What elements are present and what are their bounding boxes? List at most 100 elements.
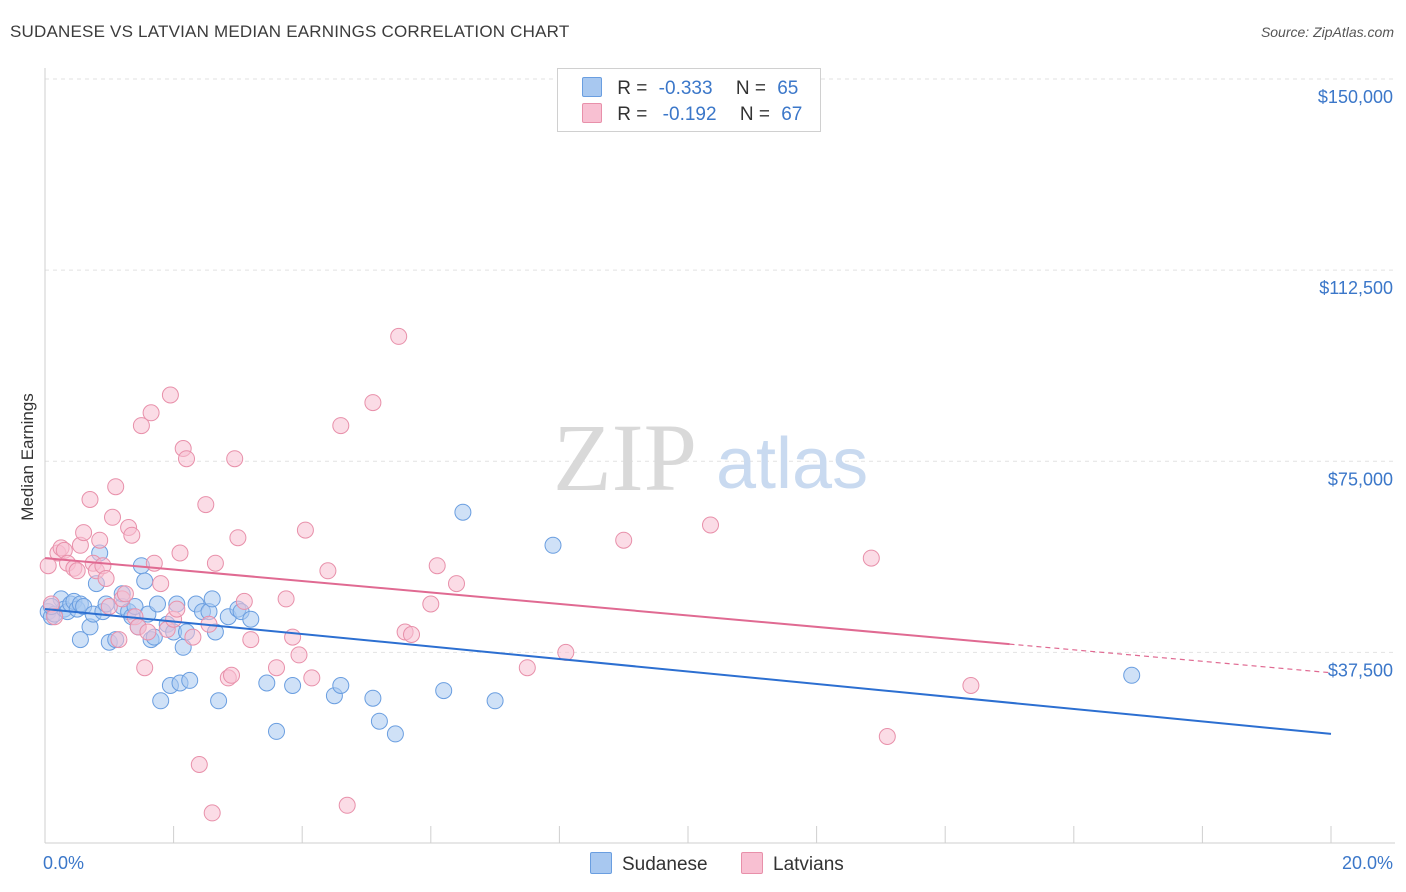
correlation-legend: R = -0.333 N = 65 R = -0.192 N = 67 xyxy=(557,68,821,132)
point-latvians xyxy=(284,628,302,646)
point-latvians xyxy=(862,549,880,567)
legend-n-value: 65 xyxy=(777,78,799,99)
chart-source: Source: ZipAtlas.com xyxy=(1260,24,1394,40)
series-label-sudanese: Sudanese xyxy=(622,854,708,875)
axis-labels: $37,500 $75,000 $112,500 $150,000 0.0% 20.0% xyxy=(43,87,1393,873)
point-latvians xyxy=(235,592,253,610)
point-latvians xyxy=(518,659,536,677)
point-latvians xyxy=(223,666,240,684)
watermark-zip: ZIP xyxy=(553,404,697,511)
point-sudanese xyxy=(210,692,228,710)
trend-line-latvians xyxy=(44,557,1010,646)
point-latvians xyxy=(557,643,575,661)
point-latvians xyxy=(75,524,93,542)
point-latvians xyxy=(68,562,86,580)
point-latvians xyxy=(132,417,150,435)
point-sudanese xyxy=(203,590,221,608)
point-latvians xyxy=(303,669,321,687)
point-latvians xyxy=(242,631,260,649)
point-latvians xyxy=(168,600,186,618)
y-tick-label: $112,500 xyxy=(1319,278,1393,298)
point-latvians xyxy=(203,804,221,822)
series-label-latvians: Latvians xyxy=(773,854,844,875)
point-sudanese xyxy=(435,682,453,700)
point-latvians xyxy=(615,531,633,549)
point-latvians xyxy=(190,756,208,773)
chart-title: SUDANESE VS LATVIAN MEDIAN EARNINGS CORR… xyxy=(10,22,570,41)
point-latvians xyxy=(91,531,109,549)
legend-r-label: R = xyxy=(617,104,648,125)
point-latvians xyxy=(110,631,128,649)
point-latvians xyxy=(197,496,215,514)
point-latvians xyxy=(403,626,420,643)
point-latvians xyxy=(81,491,99,508)
point-sudanese xyxy=(268,722,285,740)
series-legend-sudanese[interactable]: Sudanese xyxy=(590,852,708,876)
legend-n-label: N = xyxy=(739,104,770,125)
trend-lines xyxy=(44,557,1332,735)
trend-line-sudanese xyxy=(44,608,1332,735)
data-points xyxy=(39,327,1141,822)
legend-swatch-latvians xyxy=(582,103,602,123)
point-latvians xyxy=(878,728,896,745)
legend-n-value: 67 xyxy=(781,104,803,125)
point-sudanese xyxy=(1123,666,1141,684)
point-latvians xyxy=(206,554,224,572)
point-latvians xyxy=(268,659,285,677)
legend-n-label: N = xyxy=(735,78,766,99)
y-tick-label: $75,000 xyxy=(1328,469,1393,489)
point-sudanese xyxy=(486,692,504,710)
point-latvians xyxy=(171,544,189,562)
point-latvians xyxy=(116,585,134,603)
point-latvians xyxy=(364,394,382,412)
point-sudanese xyxy=(364,689,382,707)
point-sudanese xyxy=(149,595,166,613)
legend-row-sudanese: R = -0.333 N = 65 xyxy=(582,77,798,101)
point-sudanese xyxy=(71,631,89,649)
x-tick-label: 20.0% xyxy=(1342,853,1393,873)
point-latvians xyxy=(428,557,446,575)
axes xyxy=(44,68,1395,844)
point-latvians xyxy=(123,526,141,544)
y-axis-title: Median Earnings xyxy=(18,393,37,521)
point-sudanese xyxy=(284,677,302,694)
point-latvians xyxy=(142,404,160,422)
point-sudanese xyxy=(544,536,562,554)
series-swatch-sudanese xyxy=(590,852,612,874)
point-latvians xyxy=(107,478,125,496)
point-latvians xyxy=(46,608,64,626)
point-latvians xyxy=(702,516,719,534)
point-sudanese xyxy=(181,671,199,689)
point-sudanese xyxy=(242,610,260,628)
point-latvians xyxy=(104,508,121,526)
point-latvians xyxy=(139,623,157,641)
point-latvians xyxy=(332,417,350,435)
point-latvians xyxy=(390,327,408,345)
point-sudanese xyxy=(152,692,170,710)
grid-lines xyxy=(45,78,1395,653)
x-tick-label: 0.0% xyxy=(43,853,84,873)
point-sudanese xyxy=(136,572,154,590)
watermark-atlas: atlas xyxy=(716,424,868,504)
point-latvians xyxy=(319,562,337,580)
legend-r-value: -0.333 xyxy=(658,78,713,99)
point-sudanese xyxy=(386,725,404,743)
point-sudanese xyxy=(332,677,350,694)
point-latvians xyxy=(962,677,980,694)
watermark: ZIP atlas xyxy=(553,404,868,511)
point-latvians xyxy=(296,521,314,539)
point-latvians xyxy=(290,646,308,664)
point-latvians xyxy=(448,575,465,593)
point-latvians xyxy=(178,450,195,468)
series-legend-latvians[interactable]: Latvians xyxy=(741,852,844,876)
point-latvians xyxy=(338,796,356,814)
point-latvians xyxy=(97,570,115,587)
point-latvians xyxy=(136,659,154,677)
trend-line-extension-latvians xyxy=(1009,643,1332,674)
legend-swatch-sudanese xyxy=(582,77,602,97)
point-latvians xyxy=(422,595,440,613)
point-latvians xyxy=(152,575,170,593)
legend-r-label: R = xyxy=(617,78,648,99)
point-latvians xyxy=(277,590,295,608)
